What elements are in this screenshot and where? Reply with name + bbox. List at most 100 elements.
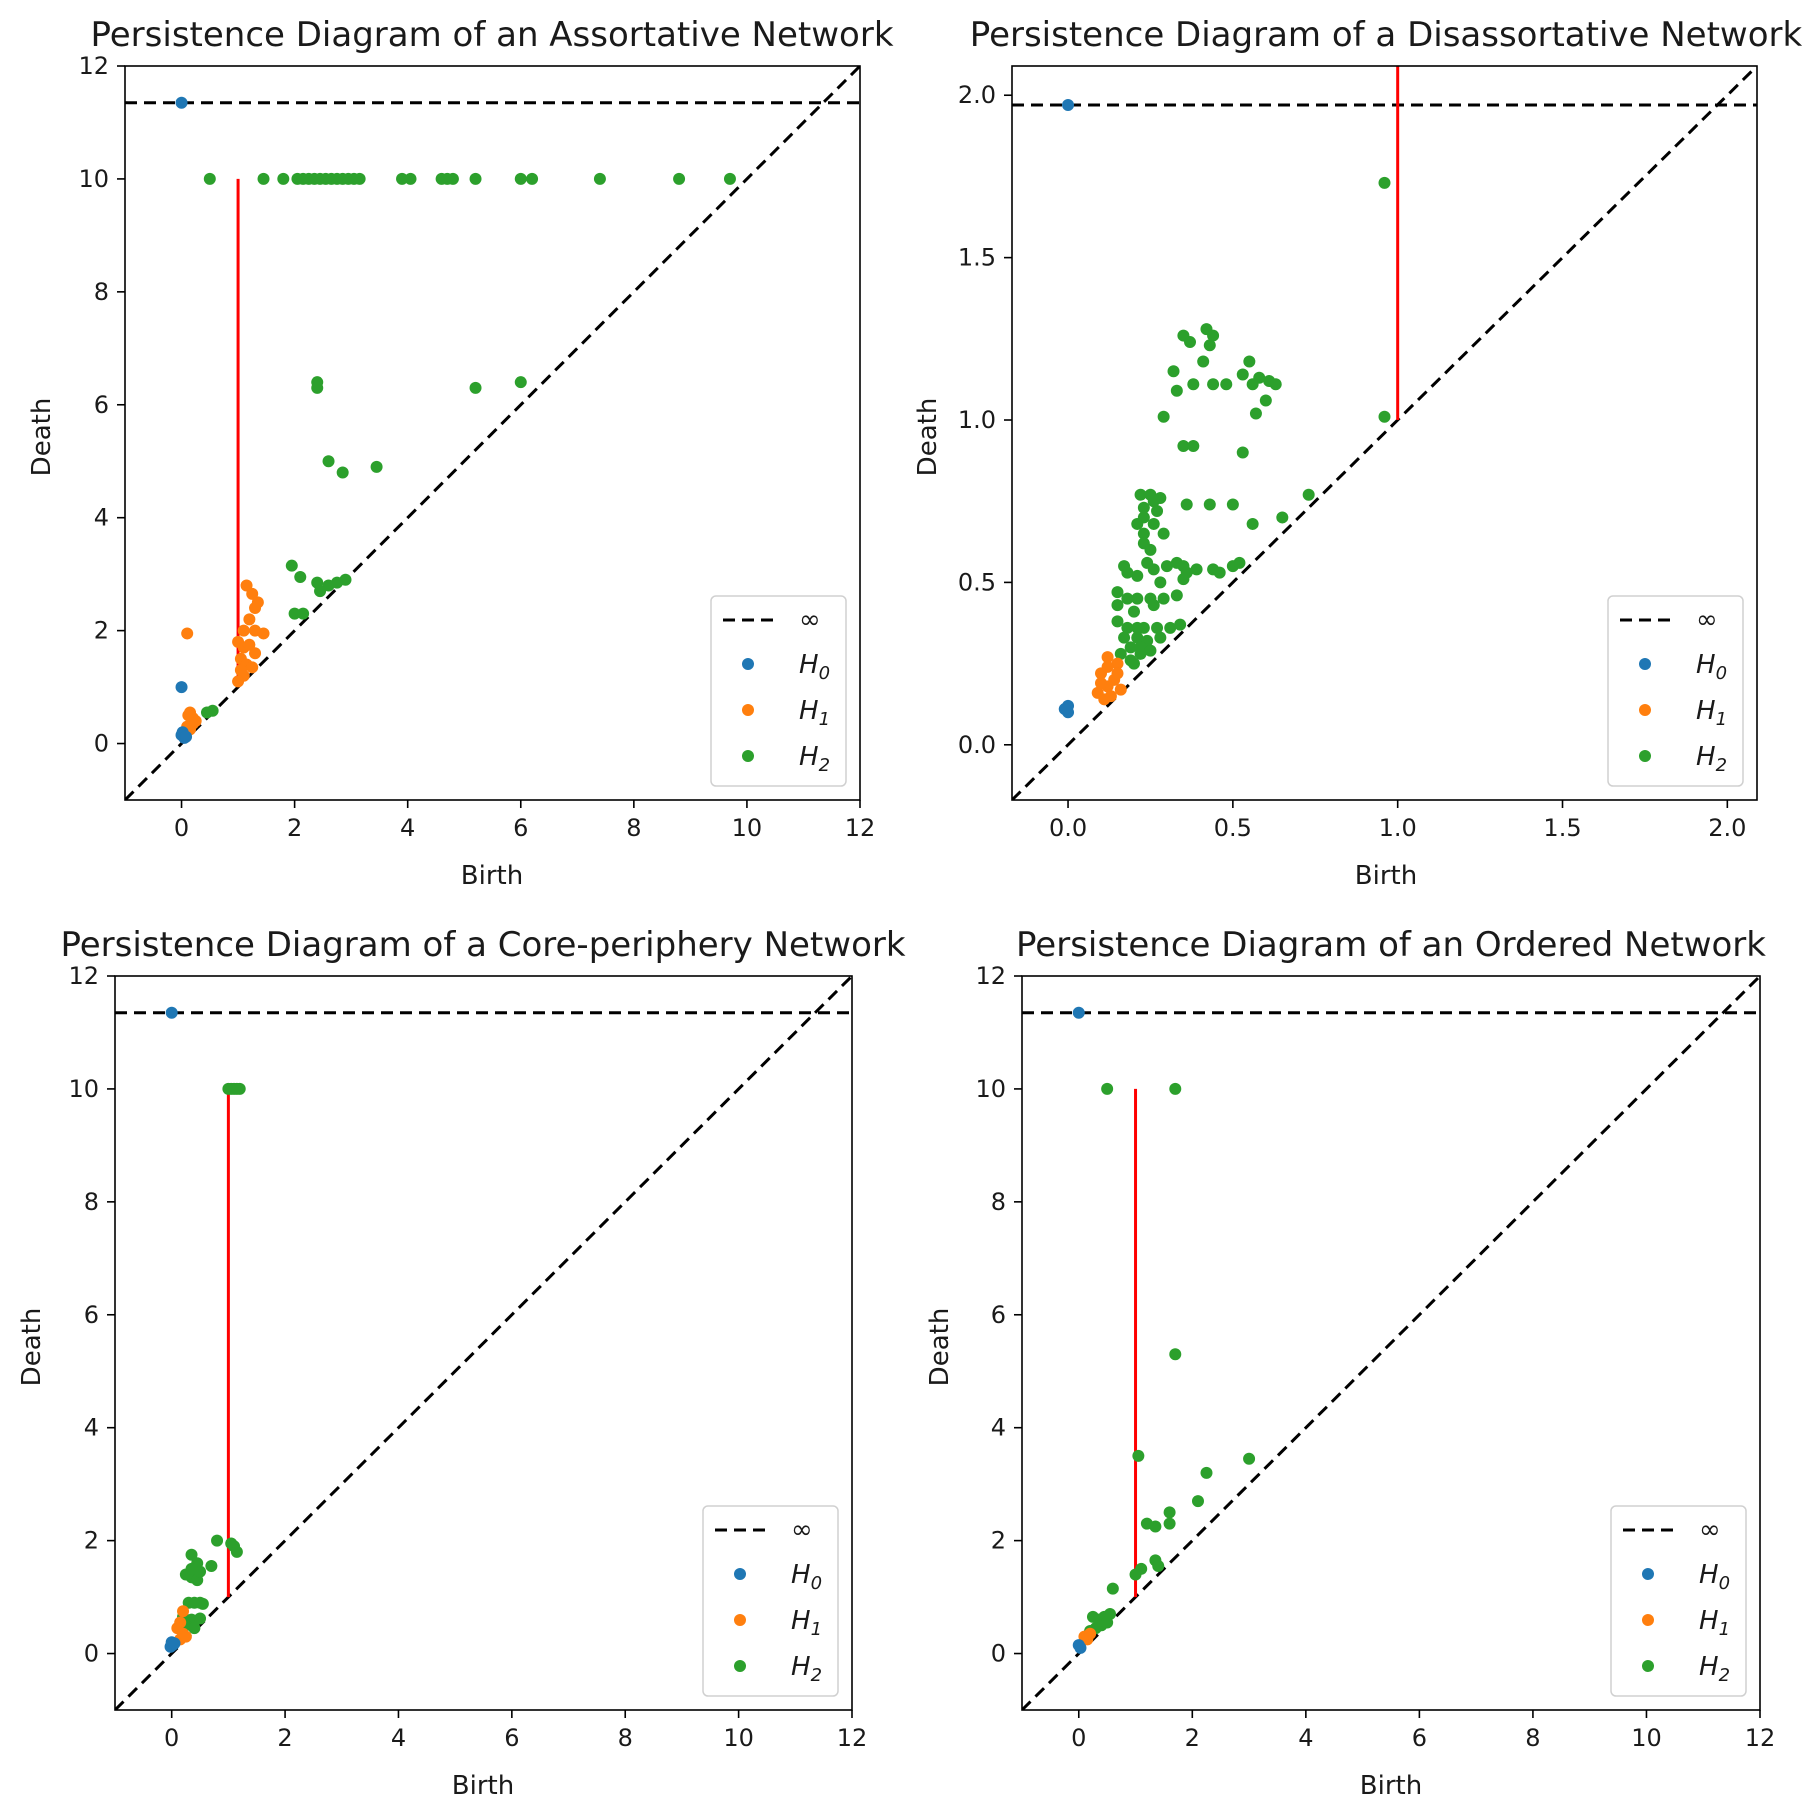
point-h1 [243,613,256,626]
point-h2 [194,1612,207,1625]
y-tick-label: 10 [78,165,109,193]
point-h2 [1276,511,1289,524]
point-h2 [1152,1560,1165,1573]
y-tick-label: 2 [84,1527,99,1555]
plot-frame [1021,975,1761,1711]
point-h2 [1269,378,1282,391]
legend-h2-swatch [1642,1660,1654,1672]
point-h2 [233,1082,246,1095]
point-h2 [1197,355,1210,368]
point-h1 [1084,1627,1097,1640]
point-h2 [1233,556,1246,569]
point-h1 [232,675,245,688]
legend-infinity-label: ∞ [791,1515,813,1545]
point-h2 [1121,621,1134,634]
y-tick-label: 6 [84,1301,99,1329]
point-h2 [1213,566,1226,579]
plot-area [1022,976,1760,1710]
panel-assortative: Persistence Diagram of an Assortative Ne… [27,15,894,891]
legend-h0-swatch [742,658,754,670]
point-h2 [1170,384,1183,397]
point-h0 [1072,1006,1085,1019]
point-h2 [1378,176,1391,189]
point-h2 [1149,1520,1162,1533]
point-h2 [205,1560,218,1573]
point-h0 [175,681,188,694]
x-tick-label: 1.0 [1379,814,1417,842]
point-h2 [1236,446,1249,459]
y-tick-label: 6 [991,1301,1006,1329]
point-h2 [1207,378,1220,391]
y-tick-label: 0.0 [958,731,996,759]
point-h1 [181,627,194,640]
legend-h0-swatch [734,1568,746,1580]
point-h2 [1131,631,1144,644]
plot-frame [124,65,861,801]
y-tick-label: 12 [68,962,99,990]
point-h2 [396,172,409,185]
point-h1 [249,647,262,660]
point-h0 [165,1006,178,1019]
y-tick-label: 1.0 [958,406,996,434]
point-h2 [1180,498,1193,511]
y-tick-label: 8 [94,278,109,306]
legend-h1-swatch [1639,704,1651,716]
point-h2 [294,570,307,583]
x-tick-label: 0.0 [1049,814,1087,842]
point-h2 [1106,1582,1119,1595]
plot-area [1012,66,1757,800]
point-h2 [1246,517,1259,530]
point-h2 [1131,517,1144,530]
point-h2 [1167,365,1180,378]
point-h2 [1170,589,1183,602]
point-h2 [1121,592,1134,605]
x-tick-label: 0.5 [1214,814,1252,842]
panel-disassortative: Persistence Diagram of a Disassortative … [913,15,1803,891]
point-h1 [1095,677,1108,690]
x-tick-label: 4 [1298,1724,1313,1752]
point-h2 [1174,618,1187,631]
point-h2 [1236,368,1249,381]
point-h0 [1058,703,1071,716]
panel-core-periphery: Persistence Diagram of a Core-periphery … [17,925,906,1801]
point-h2 [1132,1449,1145,1462]
point-h1 [240,579,253,592]
legend-h1-swatch [734,1614,746,1626]
legend-infinity-label: ∞ [799,605,821,635]
point-h2 [188,1622,201,1635]
point-h2 [370,460,383,473]
point-h0 [1074,1641,1087,1654]
x-tick-label: 0 [164,1724,179,1752]
plot-frame [114,975,853,1711]
point-h1 [1111,657,1124,670]
y-tick-label: 4 [94,504,109,532]
point-h2 [469,381,482,394]
x-tick-label: 8 [1525,1724,1540,1752]
point-h2 [288,607,301,620]
point-h2 [1144,644,1157,657]
y-axis-label: Death [17,1308,47,1387]
y-tick-label: 1.5 [958,244,996,272]
x-axis-label: Birth [461,861,523,891]
legend-h0-swatch [1639,658,1651,670]
point-h2 [1157,592,1170,605]
point-h2 [206,704,219,717]
point-h2 [1147,563,1160,576]
point-h2 [526,172,539,185]
x-tick-label: 8 [626,814,641,842]
point-h2 [1101,1082,1114,1095]
point-h2 [285,559,298,572]
point-h2 [1169,1082,1182,1095]
point-h2 [1114,647,1127,660]
x-tick-label: 10 [732,814,763,842]
point-h2 [514,376,527,389]
point-h2 [1129,1568,1142,1581]
point-h2 [1101,1616,1114,1629]
diagonal-line [1022,976,1760,1710]
legend-h1-swatch [1642,1614,1654,1626]
point-h1 [257,627,270,640]
y-tick-label: 0 [991,1640,1006,1668]
